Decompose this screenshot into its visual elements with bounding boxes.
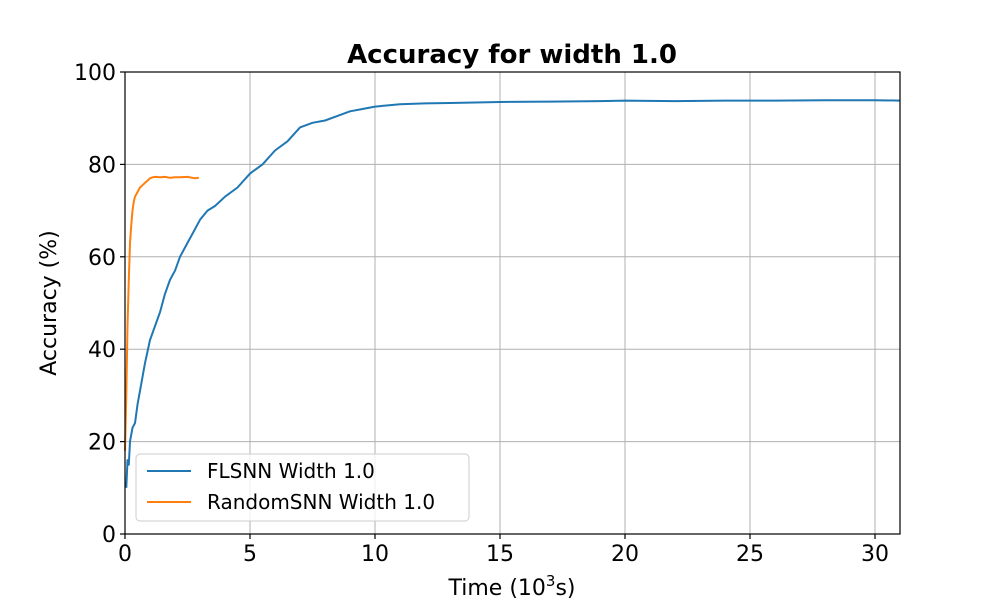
- legend-box: [135, 453, 470, 522]
- legend-label-flsnn: FLSNN Width 1.0: [207, 459, 375, 483]
- y-axis-label: Accuracy (%): [37, 230, 62, 376]
- x-axis-label: Time (103s): [447, 572, 575, 600]
- x-tick-label: 10: [361, 542, 389, 567]
- series-line-0: [125, 99, 901, 488]
- x-tick-label: 20: [611, 542, 639, 567]
- x-tick-label: 30: [861, 542, 889, 567]
- series-lines: [124, 99, 901, 488]
- y-tick-label: 0: [102, 523, 116, 548]
- legend: FLSNN Width 1.0 RandomSNN Width 1.0: [135, 453, 470, 522]
- y-tick-label: 100: [74, 61, 116, 86]
- x-tick-label: 25: [736, 542, 764, 567]
- axis-ticks: 0 5 10 15 20 25 30 0 20 40 60 80 100: [74, 61, 889, 567]
- x-tick-label: 15: [486, 542, 514, 567]
- y-tick-label: 80: [88, 153, 116, 178]
- x-tick-label: 0: [118, 542, 132, 567]
- chart-title: Accuracy for width 1.0: [347, 40, 677, 70]
- y-tick-label: 40: [88, 338, 116, 363]
- y-tick-label: 20: [88, 431, 116, 456]
- series-line-1: [124, 175, 199, 451]
- plot-frame: [124, 71, 901, 535]
- legend-label-randomsnn: RandomSNN Width 1.0: [207, 490, 435, 514]
- y-tick-label: 60: [88, 246, 116, 271]
- x-tick-label: 5: [243, 542, 257, 567]
